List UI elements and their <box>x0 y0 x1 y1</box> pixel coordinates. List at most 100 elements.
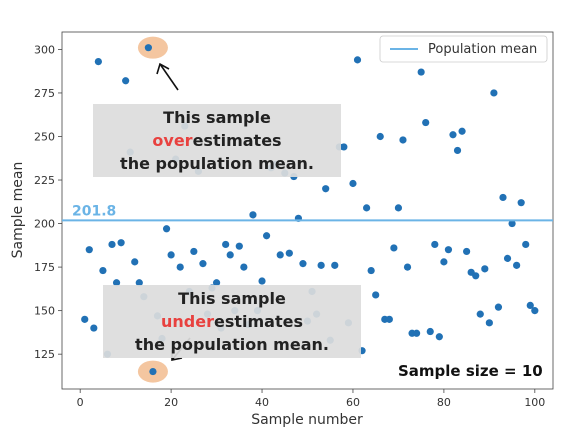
data-point <box>212 279 221 287</box>
data-point <box>276 251 284 259</box>
y-tick-label: 225 <box>34 174 55 187</box>
y-tick-label: 175 <box>34 261 55 274</box>
data-point <box>176 263 184 271</box>
callout-prefix: This sample <box>178 289 286 308</box>
y-tick-label: 300 <box>34 43 55 56</box>
underestimate-callout-line2: the population mean. <box>135 335 329 354</box>
data-point <box>422 118 430 127</box>
data-point <box>453 146 462 155</box>
data-point <box>372 291 380 299</box>
y-tick-label: 200 <box>34 218 55 231</box>
data-point <box>249 211 257 219</box>
underestimate-callout: This sample underestimates the populatio… <box>103 285 361 358</box>
data-point <box>440 258 448 266</box>
data-point <box>444 246 453 254</box>
data-point <box>485 319 493 327</box>
data-point <box>463 247 471 256</box>
y-tick-label: 275 <box>34 87 55 100</box>
over-arrow <box>156 62 179 91</box>
data-point <box>81 315 89 323</box>
data-point <box>508 219 516 228</box>
data-point <box>431 240 439 249</box>
callout-highlight: under <box>161 312 214 331</box>
data-point <box>222 240 230 249</box>
legend-label: Population mean <box>428 42 537 57</box>
data-point <box>349 179 357 188</box>
data-point <box>108 240 116 249</box>
data-point <box>226 251 234 259</box>
population-mean-value-label: 201.8 <box>72 203 116 219</box>
data-point <box>426 327 434 336</box>
data-point <box>394 204 403 212</box>
data-point <box>340 143 348 151</box>
y-tick-label: 250 <box>34 130 55 143</box>
overestimate-callout-line2: the population mean. <box>120 154 314 173</box>
x-axis-title: Sample number <box>251 412 363 428</box>
callout-prefix: This sample <box>163 108 271 127</box>
data-point <box>117 239 125 247</box>
x-tick-label: 0 <box>77 396 84 409</box>
data-point <box>162 225 171 233</box>
sample-size-label: Sample size = 10 <box>398 362 543 380</box>
x-tick-label: 80 <box>437 396 451 409</box>
data-point <box>385 315 393 323</box>
y-tick-label: 125 <box>34 348 55 361</box>
callout-suffix: estimates <box>213 312 303 331</box>
data-point <box>99 266 107 275</box>
data-point <box>458 127 466 135</box>
data-point <box>435 333 443 341</box>
data-point <box>85 246 93 254</box>
data-point <box>285 249 293 257</box>
x-axis-ticks: 0 20 40 60 80 100 <box>77 389 545 409</box>
overestimate-callout-line1: This sample overestimates <box>99 106 335 152</box>
x-tick-label: 40 <box>255 396 269 409</box>
data-point <box>258 277 266 285</box>
data-point <box>449 131 457 139</box>
y-axis-title: Sample mean <box>10 162 26 259</box>
data-point <box>112 279 121 287</box>
x-tick-label: 60 <box>346 396 360 409</box>
data-point <box>417 68 425 76</box>
data-point <box>135 279 143 287</box>
data-point <box>481 265 489 273</box>
data-point <box>363 204 371 212</box>
y-tick-label: 150 <box>34 305 55 318</box>
data-point <box>503 254 512 262</box>
data-point <box>122 77 130 85</box>
data-point <box>90 324 98 332</box>
callout-suffix: estimates <box>192 131 282 150</box>
data-point <box>476 310 484 318</box>
data-point <box>399 136 407 144</box>
data-point <box>190 247 198 256</box>
x-tick-label: 20 <box>164 396 178 409</box>
data-point <box>517 199 525 207</box>
data-point <box>376 132 384 141</box>
data-point <box>240 263 248 271</box>
data-point <box>490 89 498 97</box>
data-point <box>299 260 307 268</box>
data-point <box>526 301 534 310</box>
y-axis-ticks: 125 150 175 200 225 250 275 300 <box>34 43 62 361</box>
data-point <box>262 232 271 240</box>
data-point <box>390 244 398 252</box>
data-point <box>531 307 539 315</box>
legend: Population mean <box>379 35 548 63</box>
data-point <box>494 303 503 311</box>
highlighted-point-marker <box>137 36 168 59</box>
data-point <box>167 251 175 259</box>
data-point <box>413 329 421 337</box>
data-point <box>403 263 412 271</box>
data-point <box>199 260 207 268</box>
data-point <box>513 261 521 269</box>
data-point <box>522 240 530 249</box>
data-point <box>235 242 243 250</box>
callout-highlight: over <box>152 131 193 150</box>
data-point <box>331 261 339 269</box>
data-point <box>317 261 325 269</box>
data-point <box>472 272 480 280</box>
data-point <box>353 56 362 64</box>
data-point <box>149 367 157 376</box>
data-point <box>367 266 375 275</box>
data-point <box>144 44 152 52</box>
data-point <box>322 185 330 193</box>
